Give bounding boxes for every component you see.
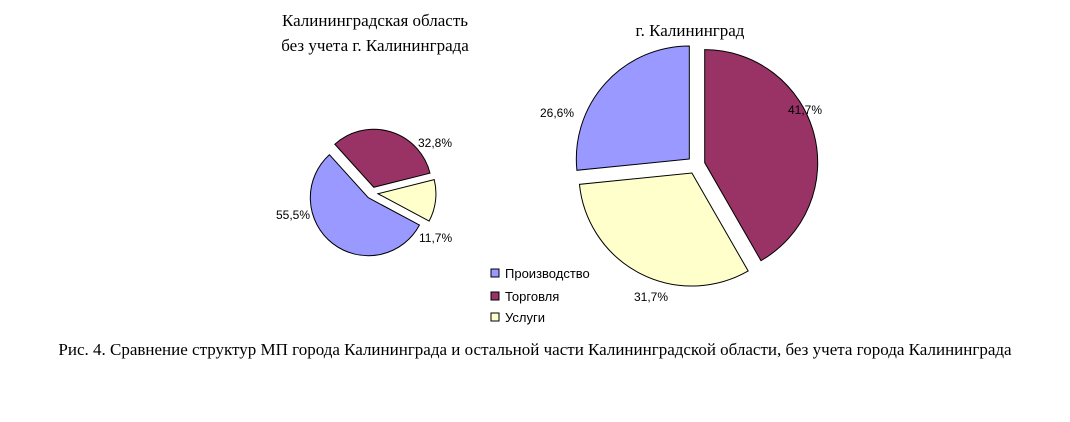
legend-swatch-production xyxy=(490,268,500,278)
right-pie-slice-trade xyxy=(704,49,819,262)
legend: Производство Торговля Услуги xyxy=(490,266,590,325)
right-pie-label-production: 26,6% xyxy=(540,106,574,120)
figure-caption: Рис. 4. Сравнение структур МП города Кал… xyxy=(58,340,1012,359)
legend-item-trade: Торговля xyxy=(490,289,559,304)
right-pie-label-services: 31,7% xyxy=(634,290,668,304)
left-pie-slice-services xyxy=(376,179,437,222)
left-pie-label-trade: 32,8% xyxy=(418,136,452,150)
legend-label-services: Услуги xyxy=(505,310,545,325)
legend-label-trade: Торговля xyxy=(505,289,559,304)
left-pie-slice-production xyxy=(309,154,421,257)
right-pie-slice-services xyxy=(578,172,749,287)
left-chart-title: Калининградская область без учета г. Кал… xyxy=(240,8,510,58)
legend-item-services: Услуги xyxy=(490,310,545,325)
right-pie-label-trade: 41,7% xyxy=(788,103,822,117)
right-chart-title-line-1: г. Калининград xyxy=(635,21,745,40)
legend-swatch-services xyxy=(490,312,500,322)
legend-item-production: Производство xyxy=(490,266,590,281)
right-pie-slice-production xyxy=(575,45,690,171)
pie-charts-figure: 55,5% 32,8% 11,7% 26,6% 41,7% 31,7% Производ… xyxy=(276,45,822,325)
left-pie-chart: 55,5% 32,8% 11,7% xyxy=(276,128,452,257)
left-chart-title-line-1: Калининградская область xyxy=(282,11,468,30)
legend-label-production: Производство xyxy=(505,266,590,281)
left-pie-label-services: 11,7% xyxy=(419,231,452,245)
left-pie-slice-trade xyxy=(334,128,431,188)
right-chart-title: г. Калининград xyxy=(570,18,810,43)
right-pie-chart: 26,6% 41,7% 31,7% xyxy=(540,45,822,304)
legend-swatch-trade xyxy=(490,291,500,301)
left-pie-label-production: 55,5% xyxy=(276,208,310,222)
left-chart-title-line-2: без учета г. Калининграда xyxy=(281,36,469,55)
